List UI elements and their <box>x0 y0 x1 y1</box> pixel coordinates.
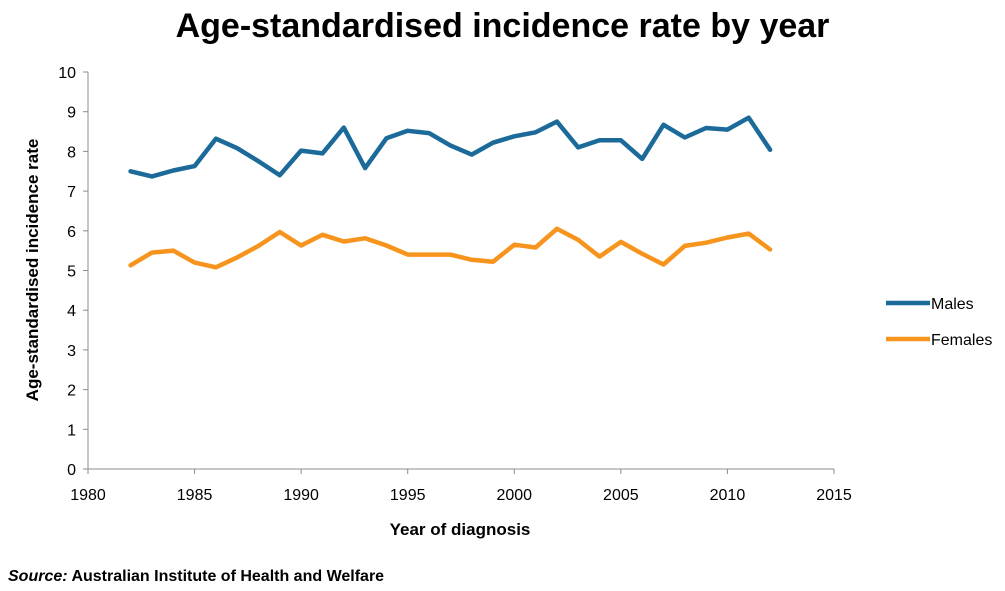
x-tick-label: 2005 <box>603 487 639 504</box>
x-tick-label: 1995 <box>390 487 426 504</box>
y-tick-label: 7 <box>67 184 76 201</box>
y-axis-title: Age-standardised incidence rate <box>23 139 42 402</box>
source-note: Source: Australian Institute of Health a… <box>8 568 384 586</box>
legend: Males Females <box>886 296 992 349</box>
x-tick-label: 2000 <box>496 487 532 504</box>
x-tick-label: 1985 <box>177 487 213 504</box>
y-tick-label: 8 <box>67 144 76 161</box>
legend-label-females: Females <box>931 332 992 349</box>
y-tick-label: 9 <box>67 105 76 122</box>
legend-label-males: Males <box>931 296 974 313</box>
y-tick-label: 10 <box>58 65 76 82</box>
chart-axes <box>83 71 835 474</box>
series-line-males <box>128 115 773 179</box>
series-lines <box>128 115 773 270</box>
y-tick-label: 2 <box>67 383 76 400</box>
x-tick-label: 1990 <box>283 487 319 504</box>
source-text: Australian Institute of Health and Welfa… <box>71 568 385 585</box>
source-label: Source: <box>8 568 68 585</box>
y-tick-label: 0 <box>67 462 76 479</box>
x-tick-label: 1980 <box>70 487 106 504</box>
y-tick-label: 3 <box>67 343 76 360</box>
y-tick-label: 6 <box>67 224 76 241</box>
y-tick-label: 5 <box>67 264 76 281</box>
x-tick-label: 2010 <box>710 487 746 504</box>
chart-title: Age-standardised incidence rate by year <box>175 7 830 45</box>
y-tick-label: 1 <box>67 422 76 439</box>
x-axis-title: Year of diagnosis <box>390 520 531 539</box>
y-tick-label: 4 <box>67 303 76 320</box>
series-line-females <box>128 226 773 270</box>
x-tick-label: 2015 <box>816 487 852 504</box>
tick-labels: 0 1 2 3 4 5 6 7 8 9 10 1980 1985 1990 1995 2000 2005 2010… <box>58 65 852 504</box>
